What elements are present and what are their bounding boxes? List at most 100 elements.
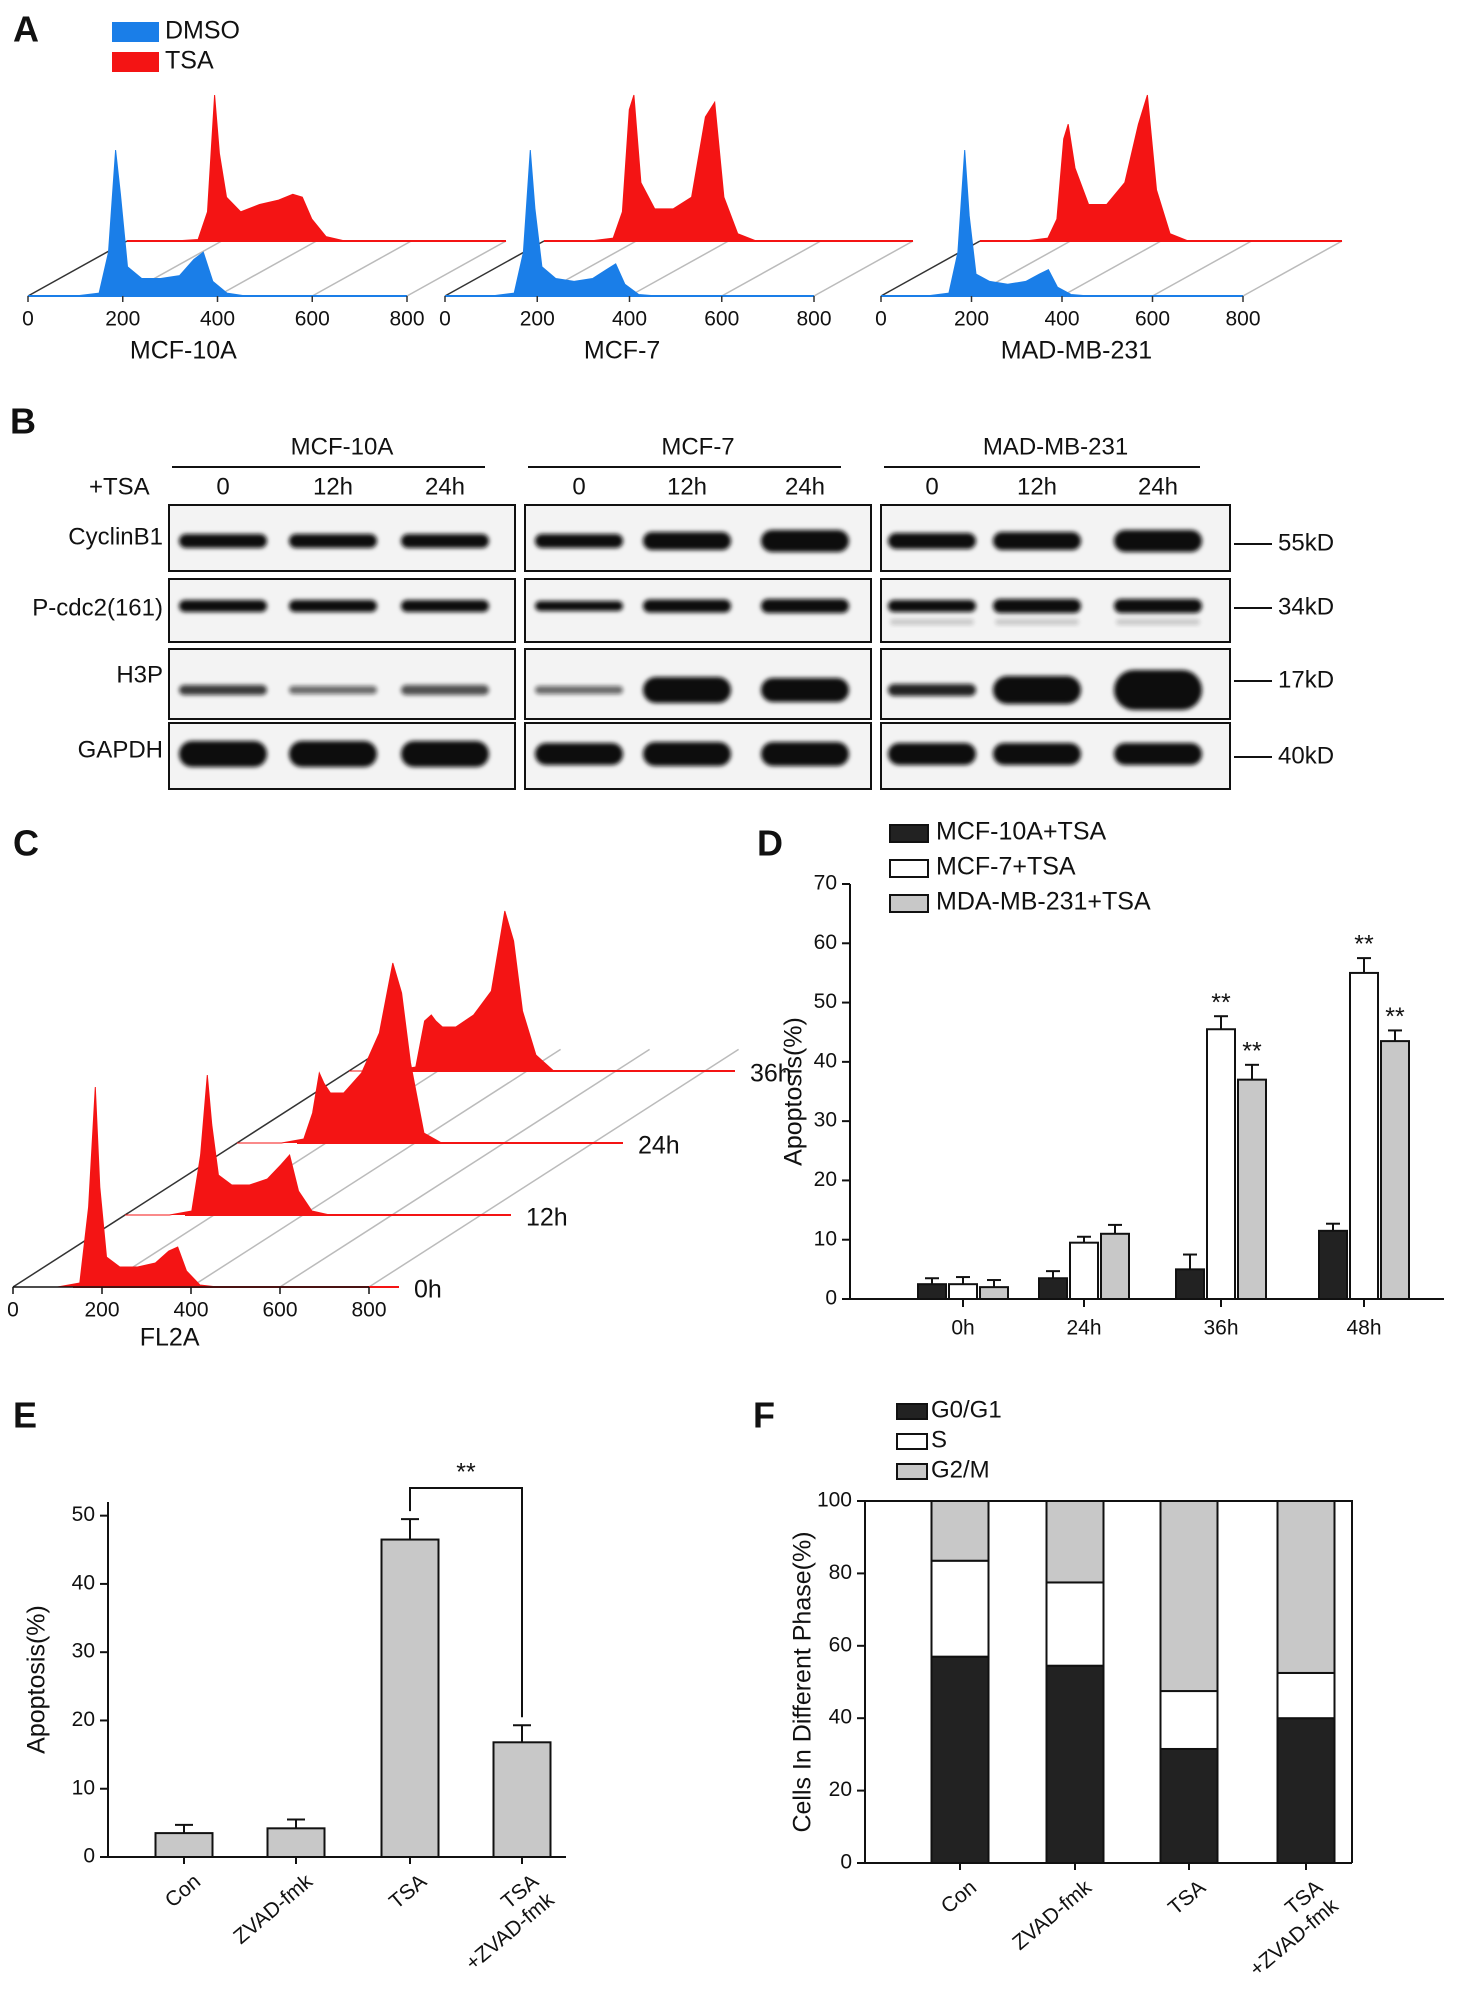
depth-line — [813, 240, 914, 297]
depth-line — [1242, 240, 1343, 297]
bar — [492, 1741, 552, 1859]
band — [993, 743, 1081, 765]
bar-segment — [1045, 1500, 1105, 1584]
band — [888, 600, 976, 612]
significance: ** — [1211, 989, 1231, 1017]
blot-box — [168, 648, 516, 720]
x-tick-label: 0 — [875, 308, 887, 331]
y-axis-label: Cells In Different Phase(%) — [789, 1531, 817, 1832]
x-tick-label: Con — [936, 1875, 980, 1917]
x-tick-label: 400 — [200, 308, 235, 331]
plot-frame — [865, 1500, 1353, 1863]
y-tick-label: 20 — [829, 1778, 852, 1801]
x-tick-label: 800 — [1225, 308, 1260, 331]
band — [1114, 670, 1202, 710]
x-tick-label: 24h — [1066, 1317, 1101, 1340]
band — [289, 534, 377, 548]
bar — [917, 1283, 947, 1301]
legend-swatch — [112, 22, 159, 42]
x-tick-label: 36h — [1203, 1317, 1238, 1340]
bar-segment — [930, 1559, 990, 1658]
y-tick-label: 40 — [72, 1571, 95, 1594]
x-tick-label: 400 — [1044, 308, 1079, 331]
bar — [1349, 971, 1379, 1301]
bar-segment — [1159, 1747, 1219, 1864]
legend-swatch — [889, 894, 929, 913]
histogram — [349, 910, 705, 1072]
y-axis-label: Apoptosis(%) — [23, 1605, 51, 1754]
histogram — [125, 1074, 481, 1216]
x-axis-label: MCF-10A — [130, 337, 237, 365]
depth-line — [190, 1048, 562, 1288]
band — [1114, 599, 1202, 613]
band — [179, 600, 267, 612]
histogram — [237, 962, 593, 1144]
panel-label: F — [753, 1395, 775, 1436]
bar — [1038, 1277, 1068, 1300]
lane-label: 24h — [785, 473, 825, 500]
x-tick-label: 800 — [796, 308, 831, 331]
depth-line — [406, 240, 507, 297]
bar-segment — [1276, 1717, 1336, 1864]
lane-label: 0 — [216, 473, 229, 500]
bar — [266, 1827, 326, 1858]
legend-swatch — [112, 52, 159, 72]
bar — [1380, 1040, 1410, 1301]
x-tick-label: 0 — [439, 308, 451, 331]
bar-segment — [1045, 1581, 1105, 1667]
y-tick-label: 0 — [825, 1287, 837, 1310]
legend-label: S — [931, 1426, 947, 1453]
layer-label: 36h — [750, 1060, 792, 1088]
x-tick-label: 0 — [22, 308, 34, 331]
band — [179, 685, 267, 695]
x-axis-label: MAD-MB-231 — [1001, 337, 1152, 365]
depth-line — [629, 240, 729, 297]
band — [289, 686, 377, 694]
histogram — [881, 149, 1243, 297]
band — [179, 741, 267, 767]
x-axis-label: MCF-7 — [584, 337, 660, 365]
bar-segment — [1159, 1500, 1219, 1693]
band — [401, 741, 489, 767]
y-tick-label: 70 — [814, 872, 837, 895]
protein-label: P-cdc2(161) — [32, 594, 163, 621]
y-tick-label: 30 — [814, 1109, 837, 1132]
x-tick-label: 200 — [84, 1299, 119, 1322]
bar-segment — [1276, 1500, 1336, 1674]
x-tick-label-line: Con — [160, 1869, 204, 1911]
x-tick-label: 600 — [295, 308, 330, 331]
band — [643, 532, 731, 550]
band — [643, 599, 731, 613]
y-tick-label: 100 — [817, 1489, 852, 1512]
legend-swatch — [896, 1403, 928, 1420]
band — [401, 534, 489, 548]
x-tick-label-line: ZVAD-fmk — [229, 1869, 317, 1948]
bar — [979, 1286, 1009, 1300]
bar-segment — [930, 1655, 990, 1865]
x-tick-label: 200 — [105, 308, 140, 331]
x-tick-label: 600 — [704, 308, 739, 331]
layer-label: 24h — [638, 1132, 680, 1160]
lane-label: 24h — [425, 473, 465, 500]
x-tick-label-line: TSA — [1164, 1875, 1210, 1919]
panel-label: B — [10, 401, 36, 442]
significance: ** — [1242, 1037, 1262, 1065]
y-tick-label: 20 — [72, 1708, 95, 1731]
x-tick-label: 800 — [351, 1299, 386, 1322]
y-axis-label: Apoptosis(%) — [780, 1017, 808, 1166]
band — [535, 686, 623, 694]
depth-line — [721, 240, 822, 297]
y-tick-label: 50 — [72, 1503, 95, 1526]
depth-line — [279, 1048, 651, 1288]
bar — [154, 1832, 214, 1858]
x-tick-label-line: ZVAD-fmk — [1008, 1875, 1096, 1954]
y-tick-label: 60 — [814, 931, 837, 954]
legend-label: MDA-MB-231+TSA — [936, 888, 1151, 916]
y-tick-label: 20 — [814, 1168, 837, 1191]
bar — [1100, 1232, 1130, 1301]
band — [761, 599, 849, 613]
comparison-label: ** — [456, 1459, 476, 1487]
protein-label: CyclinB1 — [68, 523, 163, 550]
y-tick-label: 80 — [829, 1561, 852, 1584]
